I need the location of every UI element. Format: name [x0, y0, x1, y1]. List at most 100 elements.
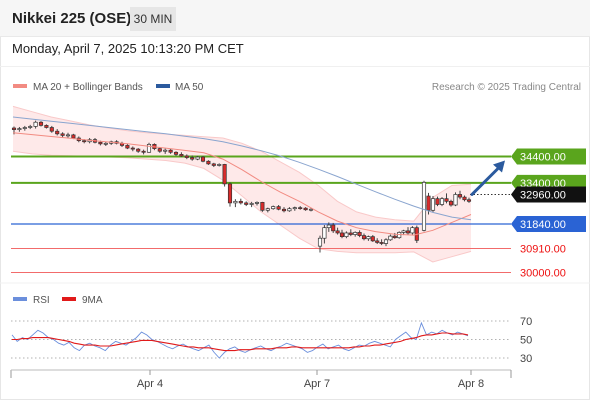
candle-body [366, 236, 371, 240]
candle-body [444, 198, 449, 202]
level-tag-label: 34400.00 [520, 152, 566, 164]
candle-body [125, 145, 130, 149]
candle-body [190, 157, 195, 160]
level-tag-label: 31840.00 [520, 219, 566, 231]
candle-body [163, 149, 168, 152]
candle-body [206, 160, 211, 165]
candle-body [103, 142, 108, 145]
level-tag-background [511, 215, 586, 232]
candle-body [49, 127, 54, 132]
candle-body [71, 134, 76, 139]
rsi-tick-label: 30 [520, 353, 532, 365]
candle-body [222, 164, 227, 185]
candle-body [287, 208, 292, 212]
candle-body [392, 235, 397, 239]
candle-body [157, 148, 162, 152]
candle-body [410, 227, 415, 234]
candle-body [211, 163, 216, 166]
candle-body [271, 206, 276, 210]
ma50-line [12, 116, 472, 221]
ma50-legend-swatch [156, 84, 170, 88]
candle-body [357, 232, 362, 236]
rsi-legend-label: RSI [33, 295, 50, 306]
candle-body [260, 202, 265, 211]
candle-body [146, 144, 152, 153]
ma50-legend-label: MA 50 [175, 82, 204, 93]
candle-body [303, 207, 308, 211]
candle-body [130, 147, 135, 150]
candle-body [401, 230, 406, 233]
candle-body [466, 199, 472, 202]
x-axis: Apr 4 Apr 7 Apr 8 [137, 370, 484, 390]
x-tick-label: Apr 8 [458, 378, 484, 390]
price-levels [11, 155, 511, 273]
research-credit: Research © 2025 Trading Central [432, 82, 581, 93]
ma20-legend-label: MA 20 + Bollinger Bands [33, 82, 143, 93]
x-tick-label: Apr 4 [137, 378, 163, 390]
candle-body [435, 198, 440, 205]
candle-body [249, 203, 254, 205]
candle-body [388, 235, 393, 241]
candle-body [265, 208, 270, 211]
level-tag-background [511, 186, 586, 203]
candle-body [217, 164, 222, 166]
candle-body [397, 232, 402, 239]
candle-body [339, 232, 345, 237]
candle-body [430, 198, 436, 211]
candle-body [65, 134, 71, 137]
forecast-arrow-head [493, 160, 505, 173]
moving-averages [12, 116, 472, 236]
ma9-line [12, 332, 469, 352]
rsi-tick-label: 50 [520, 335, 532, 347]
ma20-line [12, 132, 472, 236]
candle-body [292, 207, 297, 210]
candle-body [28, 126, 33, 128]
candle-body [254, 202, 260, 204]
rsi-tick-label: 70 [520, 316, 532, 328]
candle-body [281, 208, 287, 212]
candle-body [173, 151, 179, 155]
candle-body [168, 149, 173, 153]
candle-body [60, 133, 65, 136]
candle-body [233, 200, 238, 204]
candle-body [335, 230, 340, 234]
candle-body [375, 240, 380, 243]
ma20-legend-swatch [13, 84, 27, 88]
candle-body [227, 183, 233, 204]
candle-body [457, 194, 463, 198]
chart-header: Nikkei 225 (OSE) 30 MIN [0, 0, 590, 37]
candle-body [379, 242, 384, 244]
candle-body [184, 155, 189, 158]
bollinger-bands [12, 105, 472, 263]
candle-body [348, 232, 353, 235]
candle-body [353, 232, 358, 235]
candle-body [38, 121, 44, 126]
candle-body [370, 236, 375, 242]
candle-body [298, 207, 303, 209]
candle-body [17, 128, 22, 130]
candle-body [11, 127, 17, 130]
candle-body [238, 200, 243, 204]
candle-body [195, 156, 200, 160]
candle-body [22, 127, 27, 129]
level-tags: 34400.0033400.0032960.0031840.0030910.00… [511, 148, 586, 280]
candle-body [331, 224, 336, 232]
timeframe-badge[interactable]: 30 MIN [130, 7, 176, 31]
candle-body [141, 150, 146, 153]
candle-body [244, 202, 249, 205]
support-level-label: 30910.00 [520, 244, 566, 256]
candle-body [322, 227, 327, 239]
bollinger-band-area [13, 106, 471, 263]
candle-body [453, 194, 458, 206]
rsi-panel: 70 50 30 [11, 316, 532, 365]
candle-body [405, 230, 411, 234]
candle-body [448, 200, 454, 206]
ma9-legend-label: 9MA [82, 295, 103, 306]
x-tick-label: Apr 7 [304, 378, 330, 390]
candle-body [426, 195, 431, 211]
rsi-legend-swatch [13, 297, 27, 301]
candle-body [276, 206, 281, 210]
rsi-line [11, 321, 469, 359]
forecast-arrow-shaft [470, 164, 503, 196]
